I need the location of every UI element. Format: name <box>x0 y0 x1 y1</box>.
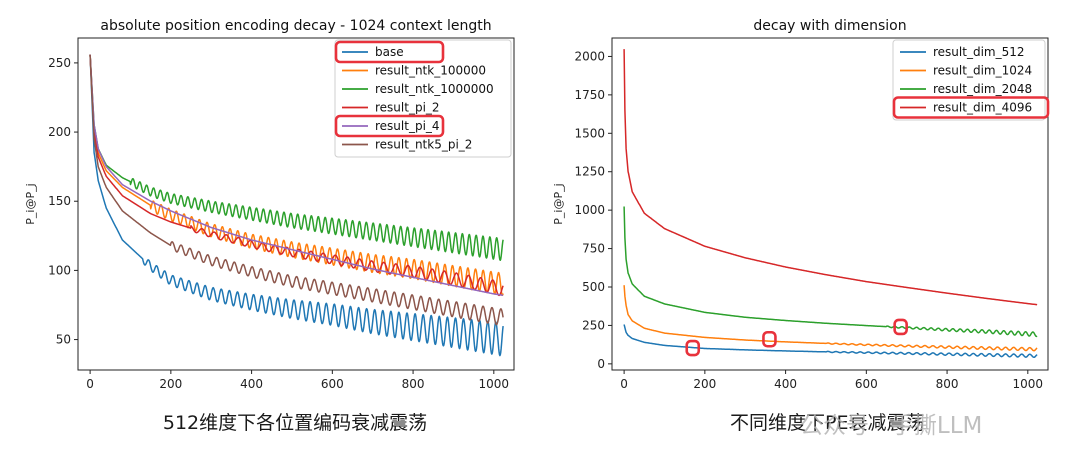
y-tick-label: 1500 <box>574 126 605 140</box>
legend-label-result_ntk_1000000: result_ntk_1000000 <box>375 82 494 96</box>
legend-label-result_dim_2048: result_dim_2048 <box>933 82 1032 96</box>
y-tick-label: 500 <box>582 280 605 294</box>
x-tick-label: 200 <box>693 377 716 391</box>
legend-highlight-result_pi_4 <box>334 114 445 138</box>
legend-label-result_ntk5_pi_2: result_ntk5_pi_2 <box>375 138 472 152</box>
chart-title: decay with dimension <box>753 18 906 34</box>
x-tick-label: 400 <box>774 377 797 391</box>
legend-box <box>892 39 1046 121</box>
axes-frame <box>77 37 515 371</box>
legend-label-result_dim_1024: result_dim_1024 <box>933 64 1032 78</box>
y-tick-label: 0 <box>597 357 605 371</box>
legend-label-result_dim_512: result_dim_512 <box>933 45 1025 59</box>
y-axis-label: P_i@P_j <box>24 183 37 224</box>
y-tick-label: 750 <box>582 242 605 256</box>
x-tick-label: 800 <box>936 377 959 391</box>
y-tick-label: 200 <box>48 125 71 139</box>
y-axis-label: P_i@P_j <box>552 183 565 224</box>
legend-label-result_dim_4096: result_dim_4096 <box>933 101 1032 115</box>
caption-left: 512维度下各位置编码衰减震荡 <box>162 412 428 434</box>
series-line-result_dim_1024 <box>623 285 1038 352</box>
legend-highlight-base <box>334 40 445 64</box>
y-tick-label: 100 <box>48 263 71 277</box>
caption-right: 不同维度下PE衰减震荡 <box>730 412 925 434</box>
chart-left: absolute position encoding decay - 1024 … <box>24 18 515 391</box>
legend-highlight-result_dim_4096 <box>892 96 1050 119</box>
x-tick-label: 800 <box>402 377 425 391</box>
series-line-result_ntk_1000000 <box>89 54 504 261</box>
chart-right: decay with dimension 0 200 400 600 800 1000 0 25… <box>552 18 1050 391</box>
x-tick-label: 1000 <box>479 377 510 391</box>
x-tick-label: 600 <box>855 377 878 391</box>
legend-box <box>334 39 512 158</box>
series-line-result_pi_2 <box>89 54 504 297</box>
y-tick-label: 2000 <box>574 49 605 63</box>
y-tick-label: 1250 <box>574 165 605 179</box>
legend-label-result_pi_2: result_pi_2 <box>375 101 440 115</box>
circled-point-result_dim_2048 <box>893 318 908 336</box>
series-line-result_dim_2048 <box>623 206 1038 338</box>
x-tick-label: 400 <box>240 377 263 391</box>
series-line-result_ntk_100000 <box>89 54 504 296</box>
x-tick-label: 1000 <box>1013 377 1044 391</box>
series-line-result_ntk5_pi_2 <box>89 54 504 326</box>
y-tick-label: 1750 <box>574 88 605 102</box>
series-line-result_dim_512 <box>623 324 1038 359</box>
series-line-base <box>89 54 504 357</box>
x-tick-label: 600 <box>321 377 344 391</box>
y-tick-label: 250 <box>582 318 605 332</box>
legend-label-result_ntk_100000: result_ntk_100000 <box>375 64 486 78</box>
x-tick-label: 0 <box>620 377 628 391</box>
legend-label-base: base <box>375 45 404 59</box>
legend-label-result_pi_4: result_pi_4 <box>375 119 440 133</box>
series-line-result_pi_4 <box>89 54 504 297</box>
x-tick-label: 200 <box>159 377 182 391</box>
series-group <box>623 49 1038 359</box>
circled-point-result_dim_1024 <box>762 330 777 348</box>
y-tick-label: 1000 <box>574 203 605 217</box>
y-tick-label: 150 <box>48 194 71 208</box>
y-tick-label: 50 <box>56 333 71 347</box>
series-group <box>89 54 504 357</box>
series-line-result_dim_4096 <box>623 49 1038 306</box>
y-tick-label: 250 <box>48 56 71 70</box>
axes-frame <box>611 37 1049 371</box>
watermark-text: 公众号 · 手撕LLM <box>800 413 983 439</box>
chart-title: absolute position encoding decay - 1024 … <box>100 18 491 34</box>
circled-point-result_dim_512 <box>685 339 701 357</box>
x-tick-label: 0 <box>86 377 94 391</box>
